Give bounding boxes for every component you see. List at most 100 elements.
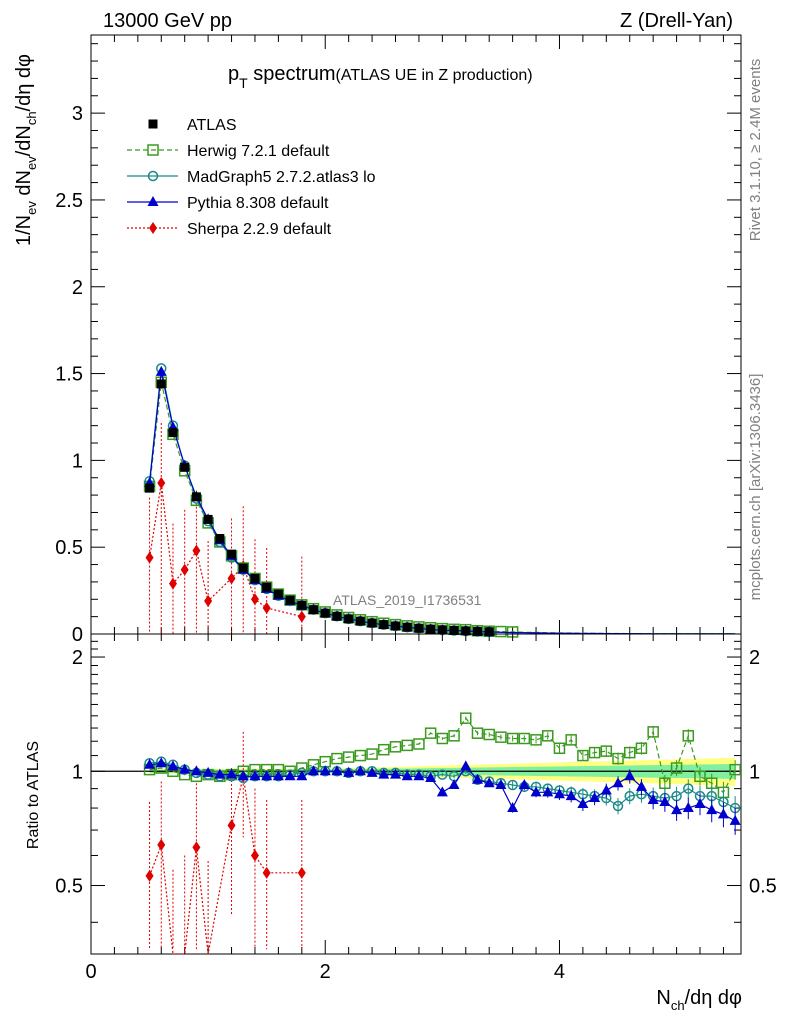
herwig-ratio-point — [495, 731, 507, 743]
herwig-ratio-point — [471, 727, 484, 739]
legend-marker-pythia — [147, 196, 159, 206]
ylabel-part-b: dN — [13, 170, 35, 201]
atlas-point — [250, 573, 260, 583]
ylabel-part-c: /dN — [13, 125, 35, 156]
atlas-point — [191, 492, 201, 502]
legend-label-pythia: Pythia 8.308 default — [187, 195, 329, 212]
pythia-ratio-point — [471, 773, 483, 784]
herwig-ratio-point — [553, 742, 566, 754]
legend-marker-sherpa — [149, 222, 157, 234]
legend-marker-herwig — [147, 144, 159, 156]
ylabel-part-a: 1/N — [13, 215, 35, 246]
sherpa-point — [297, 610, 306, 623]
sherpa-point — [262, 601, 271, 614]
herwig-ratio-point — [530, 734, 542, 746]
y-tick-label: 2.5 — [55, 190, 83, 212]
legend-label-atlas: ATLAS — [187, 117, 237, 134]
herwig-ratio-point — [694, 770, 706, 783]
pythia-ratio-point — [729, 814, 741, 825]
main-y-axis-label: 1/Nev dNev/dNch/dη dφ — [13, 54, 39, 246]
xlabel-part-a: N — [656, 987, 670, 1009]
pythia-ratio-point — [448, 779, 460, 790]
herwig-ratio-point — [436, 732, 449, 745]
atlas-point — [238, 563, 248, 573]
pythia-ratio-point — [319, 765, 331, 776]
pythia-ratio-point — [202, 766, 214, 777]
atlas-point — [227, 549, 237, 559]
atlas-point — [273, 589, 283, 599]
pythia-ratio-point — [600, 784, 612, 795]
pythia-ratio-point — [296, 770, 308, 781]
madgraph-ratio-point — [612, 800, 624, 812]
pythia-ratio-point — [589, 792, 601, 803]
rivet-label: Rivet 3.1.10, ≥ 2.4M events — [747, 59, 764, 242]
main-panel: 0 0.5 1 1.5 2 2.5 3 — [55, 34, 742, 646]
sherpa-point — [250, 593, 259, 606]
pythia-ratio-point — [390, 768, 402, 779]
y-tick-label-right: 2 — [749, 647, 760, 669]
herwig-ratio-point — [565, 734, 577, 746]
pythia-ratio-point — [272, 770, 284, 781]
main-panel-axes: 0 0.5 1 1.5 2 2.5 3 — [55, 35, 741, 646]
herwig-ratio-point — [659, 777, 671, 789]
header-energy: 13000 GeV pp — [103, 10, 232, 32]
pythia-ratio-point — [284, 770, 296, 781]
x-tick-label: 2 — [320, 961, 331, 983]
pythia-ratio-point — [214, 768, 226, 779]
x-tick-label: 4 — [554, 961, 565, 983]
herwig-ratio-point — [413, 738, 425, 750]
pythia-ratio-point — [682, 802, 694, 813]
pythia-ratio-point — [647, 794, 659, 805]
herwig-ratio-point — [623, 746, 636, 759]
atlas-point — [437, 625, 447, 635]
atlas-point — [461, 626, 471, 636]
madgraph-ratio-point — [437, 769, 448, 780]
madgraph-ratio-point — [507, 779, 518, 791]
atlas-point — [426, 624, 436, 634]
plot-title-sub: T — [239, 75, 248, 91]
sherpa-point — [227, 572, 236, 585]
pythia-ratio-point — [436, 786, 448, 797]
x-tick-label: 0 — [85, 961, 96, 983]
herwig-ratio-line — [149, 717, 736, 794]
madgraph-ratio-point — [683, 783, 694, 794]
pythia-ratio-point — [331, 765, 343, 776]
pythia-ratio-point — [659, 795, 671, 806]
pythia-ratio-point — [694, 797, 706, 808]
atlas-point — [145, 483, 155, 493]
atlas-point — [203, 514, 213, 524]
pythia-ratio-point — [635, 780, 647, 791]
atlas-point — [156, 379, 166, 389]
atlas-point — [180, 462, 190, 472]
plot-title: pT spectrum(ATLAS UE in Z production) — [228, 63, 533, 91]
herwig-ratio-point — [460, 712, 472, 724]
pythia-ratio-point — [144, 758, 156, 769]
herwig-ratio-point — [682, 730, 695, 742]
atlas-point — [355, 616, 365, 626]
ratio-panel: 0.5 0.5 1 1 2 2 0 2 4 — [55, 633, 777, 983]
pythia-ratio-point — [249, 770, 261, 781]
atlas-point — [320, 608, 330, 618]
legend-marker-atlas — [148, 119, 158, 129]
pythia-ratio-point — [167, 760, 179, 771]
y-tick-label: 0 — [72, 624, 83, 646]
plot-title-note: (ATLAS UE in Z production) — [336, 67, 533, 84]
y-tick-label: 1 — [72, 761, 83, 783]
herwig-ratio-point — [577, 749, 589, 762]
x-axis-label: Nch/dη dφ — [656, 987, 742, 1013]
atlas-point — [332, 611, 342, 621]
herwig-ratio-point — [635, 742, 648, 754]
herwig-ratio-point — [424, 727, 437, 739]
legend-label-sherpa: Sherpa 2.2.9 default — [187, 221, 332, 238]
pythia-ratio-point — [483, 777, 495, 788]
herwig-ratio-point — [331, 752, 343, 765]
herwig-ratio-point — [378, 743, 390, 756]
plot-title-main: p — [228, 63, 239, 85]
pythia-ratio-point — [378, 768, 390, 779]
pythia-ratio-point — [179, 763, 191, 774]
pythia-ratio-point — [237, 770, 249, 781]
sherpa-ratio-point — [192, 841, 201, 854]
pythia-ratio-point — [706, 804, 718, 815]
herwig-ratio-point — [670, 762, 683, 774]
plot-title-rest: spectrum — [248, 63, 336, 85]
